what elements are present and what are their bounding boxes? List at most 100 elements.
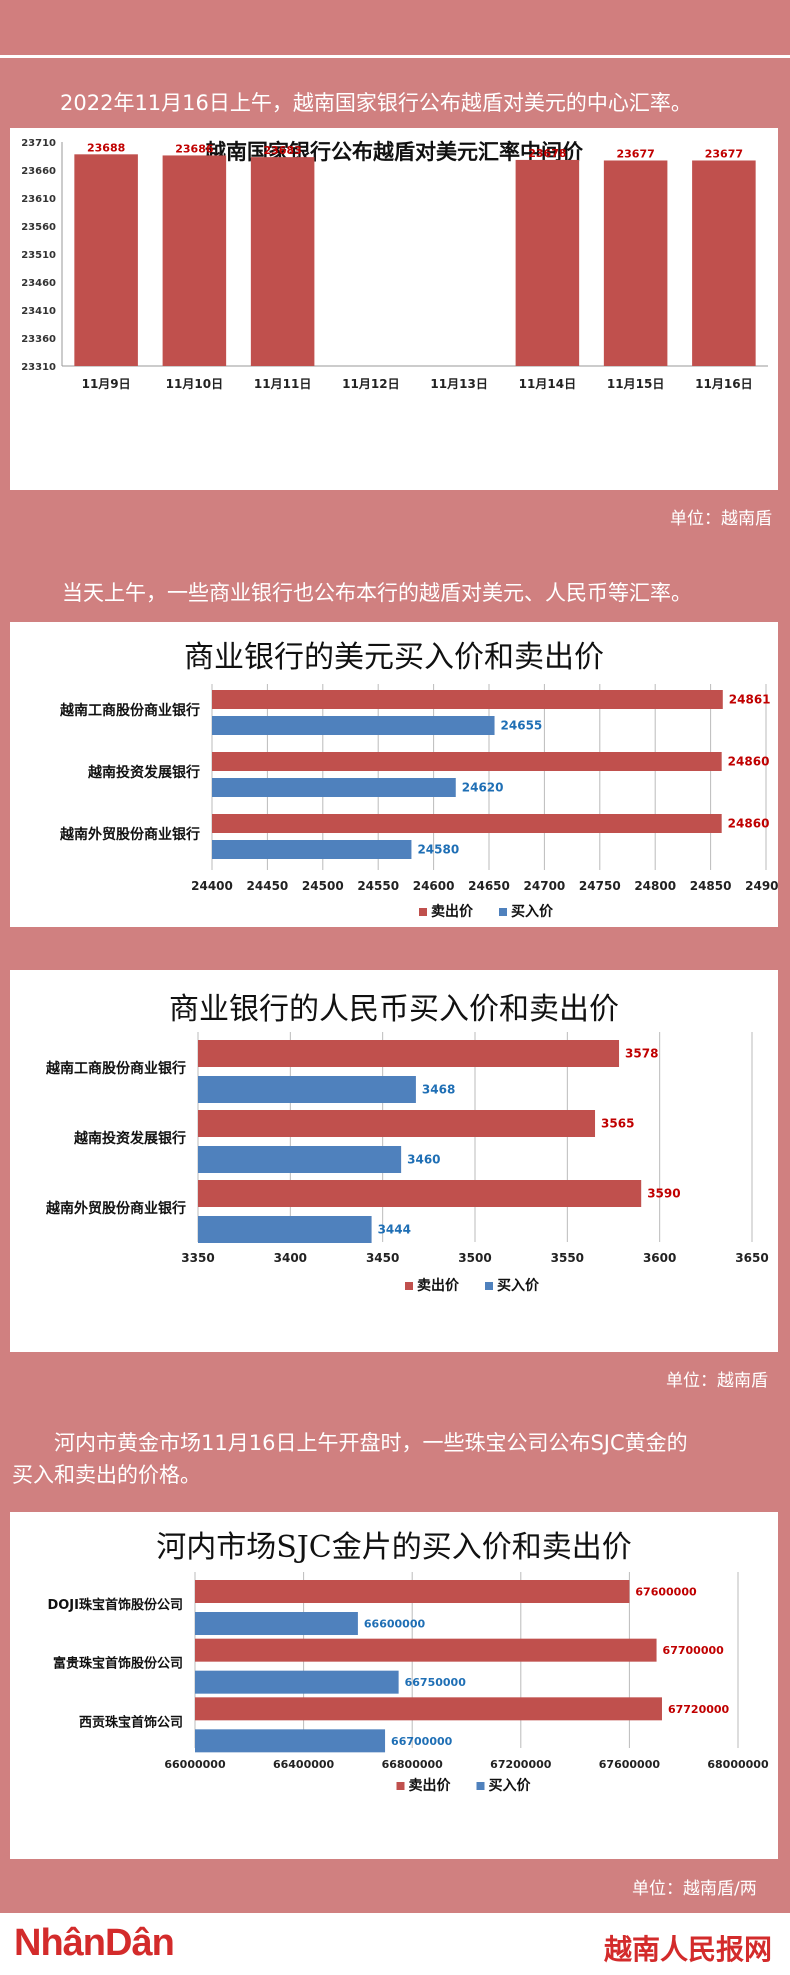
x-tick-label: 24400 xyxy=(191,879,233,893)
category-label: 越南投资发展银行 xyxy=(73,1130,186,1147)
unit-label-2: 单位：越南盾 xyxy=(666,1371,768,1391)
x-tick-label: 11月14日 xyxy=(519,377,576,391)
sell-bar xyxy=(195,1580,630,1603)
bar xyxy=(250,157,315,366)
brand-name: 越南人民报网 xyxy=(603,1933,772,1966)
category-label: 越南工商股份商业银行 xyxy=(59,702,200,719)
intro-paragraph-3-line-2: 买入和卖出的价格。 xyxy=(12,1463,201,1487)
sell-value-label: 3565 xyxy=(601,1117,634,1131)
y-tick-label: 23660 xyxy=(21,166,56,177)
x-tick-label: 3350 xyxy=(181,1251,214,1265)
bar xyxy=(603,160,668,366)
sell-bar xyxy=(195,1638,657,1662)
data-label: 23677 xyxy=(616,147,654,160)
footer xyxy=(0,1913,790,1975)
sell-bar xyxy=(198,1110,596,1137)
data-label: 23677 xyxy=(705,147,743,160)
y-tick-label: 23610 xyxy=(21,194,56,205)
sell-bar xyxy=(195,1697,662,1721)
category-label: DOJI珠宝首饰股份公司 xyxy=(47,1597,183,1613)
x-tick-label: 67600000 xyxy=(599,1758,661,1771)
sell-value-label: 67700000 xyxy=(663,1644,725,1657)
x-tick-label: 11月16日 xyxy=(695,377,752,391)
x-tick-label: 24850 xyxy=(690,879,732,893)
x-tick-label: 24600 xyxy=(413,879,455,893)
buy-bar xyxy=(195,1729,386,1753)
legend-buy-swatch xyxy=(485,1282,493,1290)
usd-chart: 24400 24450 24500 24550 24600 24650 24700 24750… xyxy=(59,684,778,920)
x-tick-label: 11月10日 xyxy=(166,377,223,391)
sell-bar xyxy=(198,1040,620,1067)
buy-bar xyxy=(198,1076,416,1103)
y-tick-label: 23310 xyxy=(21,362,56,373)
legend-sell-swatch xyxy=(396,1782,405,1790)
unit-label-3: 单位：越南盾/两 xyxy=(632,1879,757,1899)
y-tick-label: 23360 xyxy=(21,334,56,345)
bar xyxy=(162,155,227,366)
x-tick-label: 67200000 xyxy=(490,1758,552,1771)
chart-gold-panel: 河内市场SJC金片的买入价和卖出价 66000000 66400000 668000… xyxy=(10,1512,778,1859)
y-tick-label: 23460 xyxy=(21,278,56,289)
legend-sell-label: 卖出价 xyxy=(417,1277,460,1294)
legend-sell-swatch xyxy=(419,908,427,916)
bar xyxy=(515,159,580,366)
sell-value-label: 3578 xyxy=(625,1047,658,1061)
x-tick-label: 24700 xyxy=(524,879,566,893)
sell-value-label: 24861 xyxy=(729,693,771,707)
x-tick-label: 24550 xyxy=(357,879,399,893)
sell-bar xyxy=(212,690,723,709)
sell-value-label: 67600000 xyxy=(635,1586,697,1599)
chart-title: 商业银行的人民币买入价和卖出价 xyxy=(169,992,619,1027)
buy-bar xyxy=(195,1670,399,1694)
unit-label-1: 单位：越南盾 xyxy=(670,509,772,529)
x-tick-label: 68000000 xyxy=(707,1758,769,1771)
chart-title: 河内市场SJC金片的买入价和卖出价 xyxy=(156,1530,632,1565)
buy-bar xyxy=(198,1146,402,1173)
buy-value-label: 66750000 xyxy=(405,1676,467,1689)
intro-paragraph-2: 当天上午，一些商业银行也公布本行的越盾对美元、人民币等汇率。 xyxy=(62,581,692,605)
category-label: 富贵珠宝首饰股份公司 xyxy=(53,1656,183,1672)
x-tick-label: 11月15日 xyxy=(607,377,664,391)
buy-value-label: 66700000 xyxy=(391,1735,453,1748)
legend-sell-swatch xyxy=(405,1282,413,1290)
category-label: 越南外贸股份商业银行 xyxy=(59,826,200,843)
y-tick-label: 23710 xyxy=(21,138,56,149)
sell-value-label: 3590 xyxy=(647,1187,680,1201)
x-tick-label: 66400000 xyxy=(273,1758,335,1771)
x-tick-label: 3550 xyxy=(551,1251,584,1265)
chart-title: 商业银行的美元买入价和卖出价 xyxy=(184,640,604,675)
x-tick-label: 11月11日 xyxy=(254,377,311,391)
category-label: 西贡珠宝首饰公司 xyxy=(79,1714,183,1730)
y-tick-label: 23410 xyxy=(21,306,56,317)
x-tick-label: 11月13日 xyxy=(430,377,487,391)
data-label: 23683 xyxy=(263,144,301,157)
gold-chart: 66000000 66400000 66800000 67200000 67600000… xyxy=(47,1572,769,1794)
x-tick-label: 66800000 xyxy=(382,1758,444,1771)
buy-value-label: 3460 xyxy=(407,1153,440,1167)
top-banner xyxy=(0,0,790,58)
bar xyxy=(74,154,138,366)
y-tick-label: 23560 xyxy=(21,222,56,233)
data-label: 23678 xyxy=(528,147,566,160)
cny-chart: 3350 3400 3450 3500 3550 3600 3650 越南工商股份商业银行 35… xyxy=(45,1032,769,1294)
buy-value-label: 3444 xyxy=(378,1223,411,1237)
buy-bar xyxy=(198,1216,372,1243)
legend-buy-label: 买入价 xyxy=(511,904,554,920)
x-tick-label: 3500 xyxy=(458,1251,491,1265)
buy-bar xyxy=(212,716,495,735)
x-tick-label: 66000000 xyxy=(164,1758,226,1771)
x-tick-label: 3400 xyxy=(274,1251,307,1265)
x-tick-label: 24800 xyxy=(634,879,676,893)
legend-buy-label: 买入价 xyxy=(497,1278,540,1294)
category-label: 越南工商股份商业银行 xyxy=(45,1060,186,1077)
x-tick-label: 24450 xyxy=(247,879,289,893)
buy-value-label: 24620 xyxy=(462,781,504,795)
x-tick-label: 11月12日 xyxy=(342,377,399,391)
x-tick-label: 3600 xyxy=(643,1251,676,1265)
chart-cny-panel: 商业银行的人民币买入价和卖出价 3350 3400 3450 3500 3550 3600… xyxy=(10,970,778,1352)
buy-bar xyxy=(212,840,412,859)
chart-central-rate-panel: 越南国家银行公布越盾对美元汇率中间价 23310 23360 23410 23460 2… xyxy=(10,128,778,490)
sell-bar xyxy=(212,814,722,833)
sell-value-label: 24860 xyxy=(728,755,770,769)
buy-bar xyxy=(195,1612,358,1635)
